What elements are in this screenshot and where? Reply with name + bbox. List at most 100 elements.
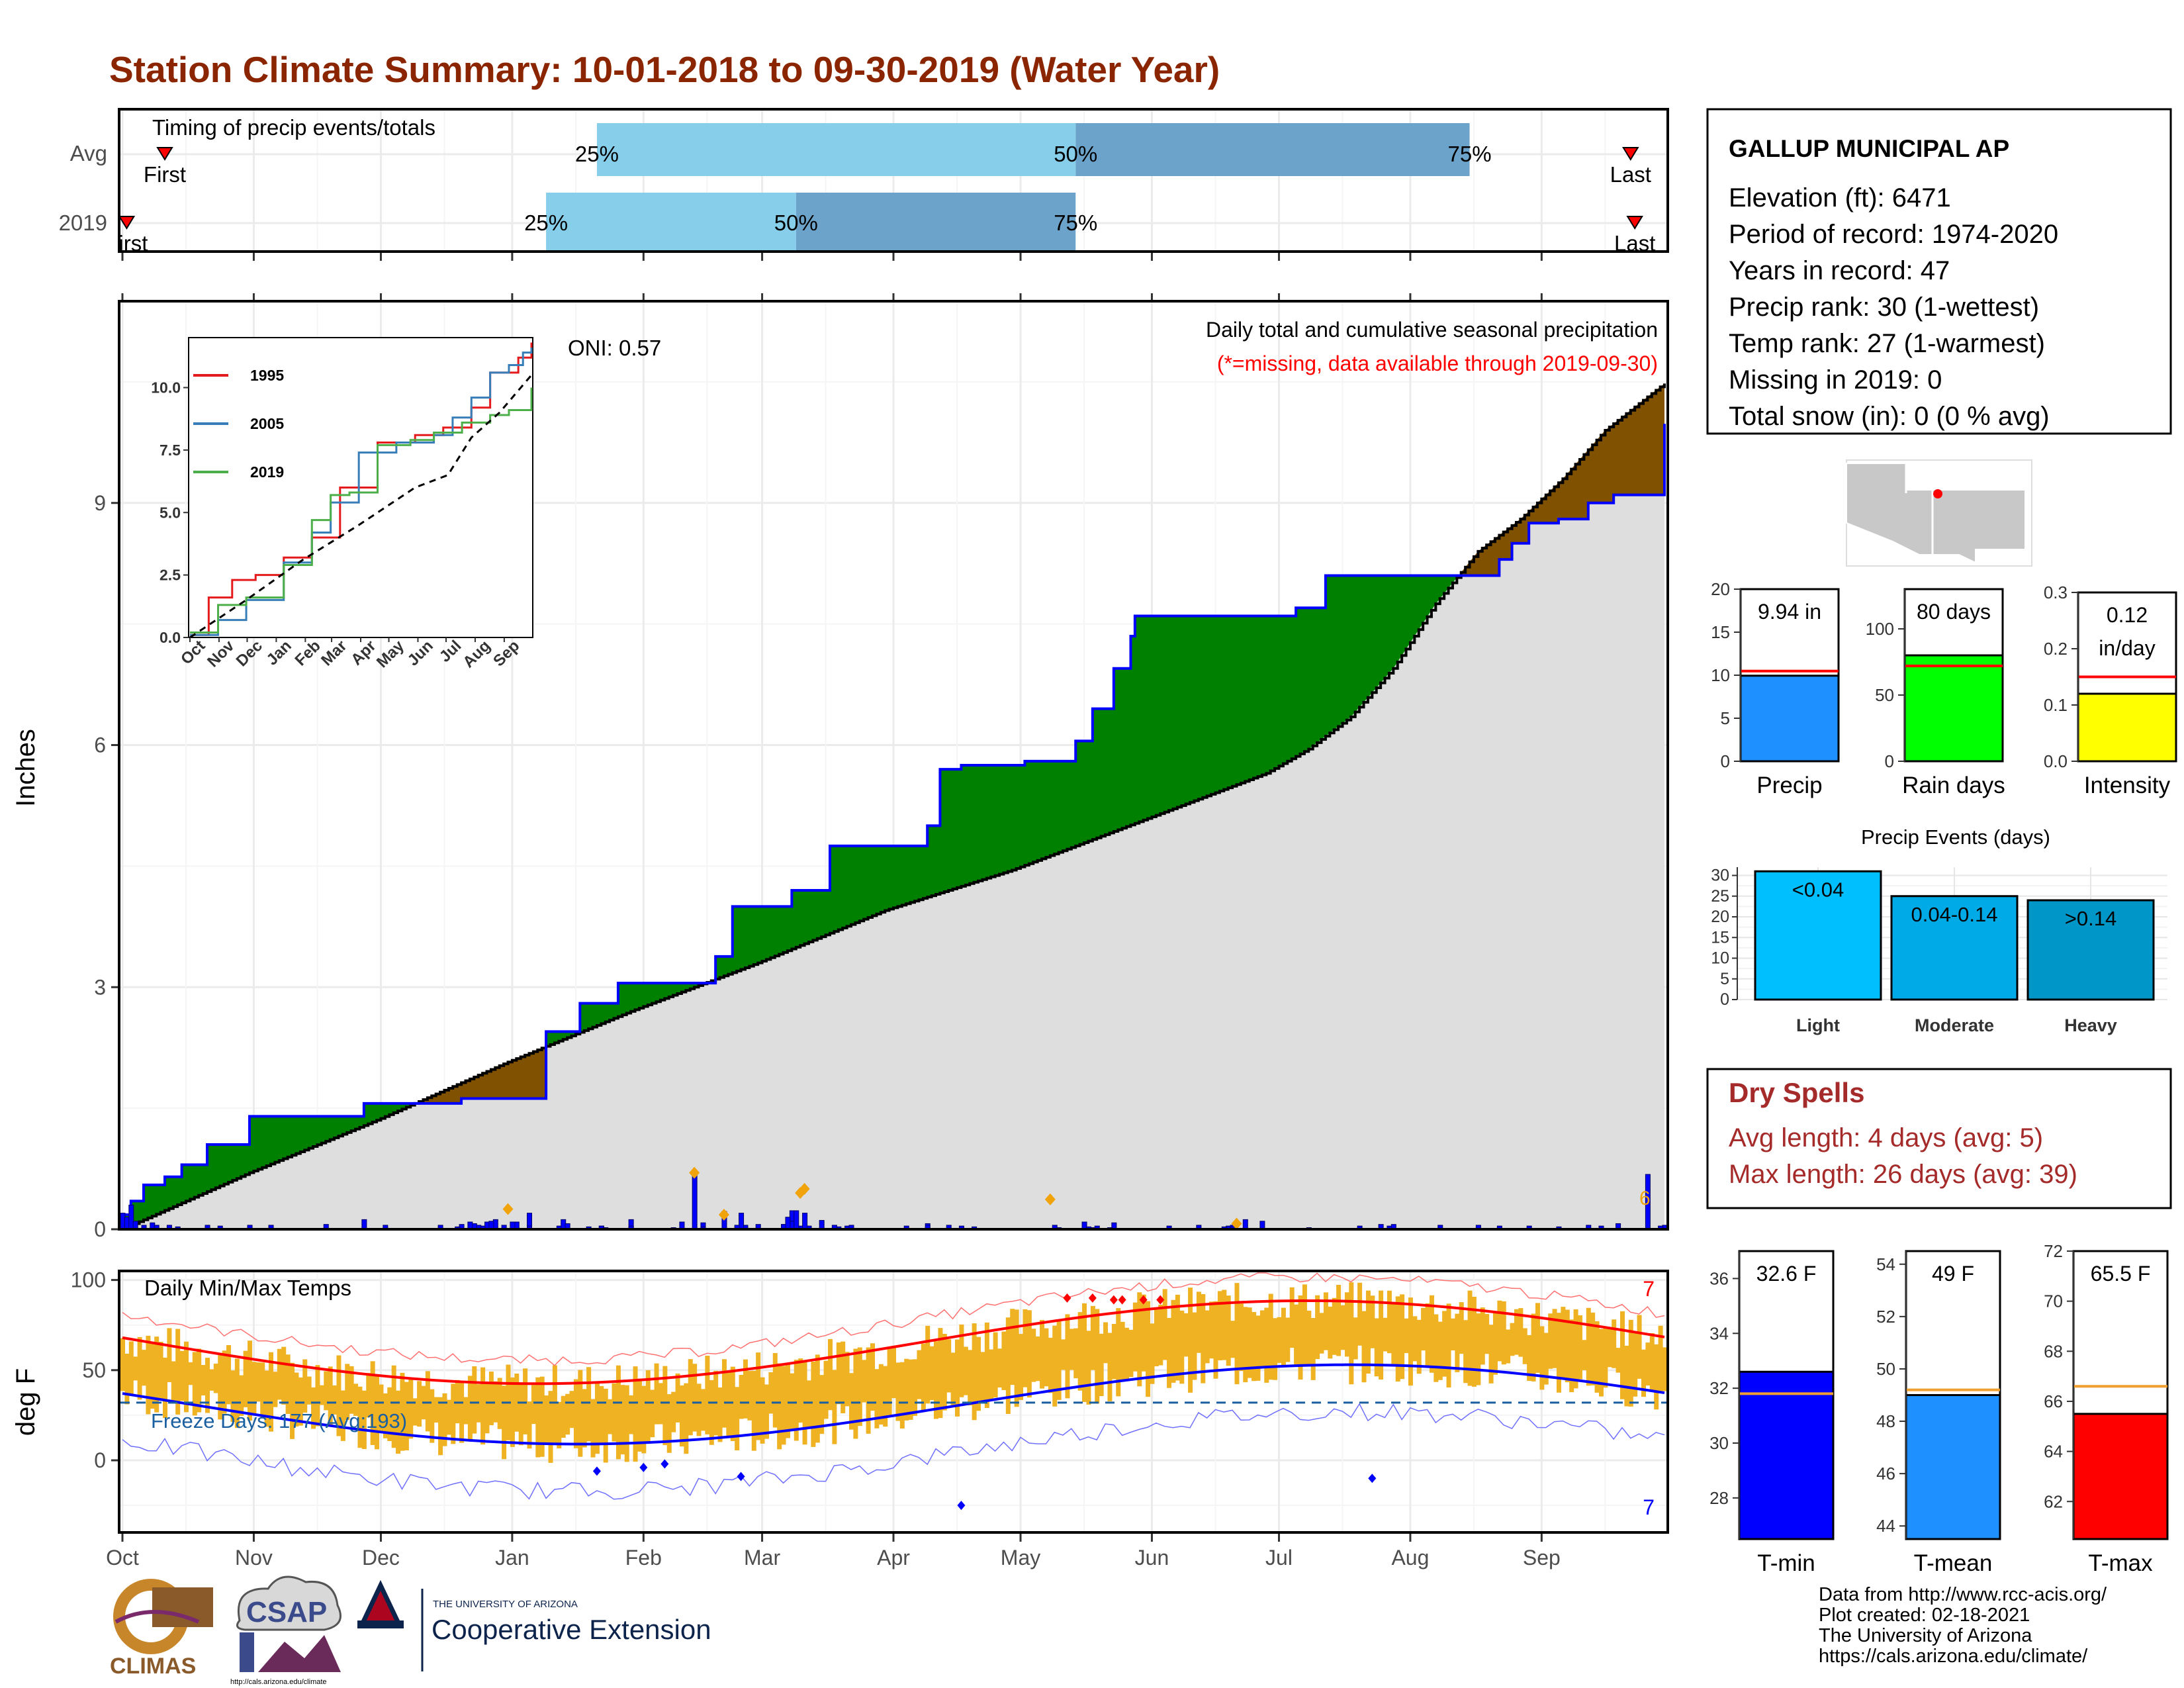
- inset-y-tick-label: 2.5: [159, 567, 181, 584]
- summary-value-label: in/day: [2099, 636, 2155, 660]
- footer-line-data: Data from http://www.rcc-acis.org/: [1819, 1584, 2107, 1605]
- summary-value-bar: [1738, 1370, 1835, 1540]
- summary-value-bar: [2072, 1413, 2169, 1540]
- summary-y-tick-label: 0.2: [2044, 639, 2068, 659]
- summary-y-tick-label: 100: [1866, 619, 1894, 639]
- month-label: Aug: [1391, 1546, 1429, 1570]
- csap-logo-text: CSAP: [246, 1596, 327, 1628]
- timing-frame: [118, 108, 1669, 253]
- station-line-missing: Missing in 2019: 0: [1729, 365, 1942, 395]
- footer-line-created: Plot created: 02-18-2021: [1819, 1605, 2030, 1626]
- record-marker: [592, 1466, 601, 1476]
- summary-chart-precip: 9.94 in 0 5 10 15 20 Precip: [1711, 579, 1840, 798]
- month-label: Sep: [1523, 1546, 1561, 1570]
- summary-y-tick-label: 50: [1875, 685, 1894, 705]
- summary-chart-t-max: 65.5 F 62 64 66 68 70 72 T-max: [2044, 1241, 2169, 1576]
- summary-y-tick-label: 70: [2044, 1291, 2063, 1311]
- timing-bar-q50-q75: [1075, 123, 1470, 176]
- timing-row-avg-axis-label: Avg: [70, 141, 107, 165]
- ua-big-text: Cooperative Extension: [432, 1614, 711, 1645]
- y-tick-label: 100: [71, 1268, 106, 1292]
- temp-summary-charts: 32.6 F 28 30 32 34 36 T-min 49 F 44 46 48 50 52 54 T-m…: [1709, 1241, 2169, 1576]
- summary-value-label: 80 days: [1917, 600, 1991, 624]
- station-name: GALLUP MUNICIPAL AP: [1729, 135, 2009, 162]
- event-bar-label: 0.04-0.14: [1911, 903, 1998, 926]
- summary-value-label: 9.94 in: [1758, 600, 1821, 624]
- daily-precip-bar: [692, 1174, 698, 1230]
- event-bar-heavy: [2026, 899, 2155, 1001]
- events-title: Precip Events (days): [1861, 825, 2050, 849]
- temp-title: Daily Min/Max Temps: [144, 1276, 351, 1300]
- summary-y-tick-label: 52: [1876, 1307, 1895, 1327]
- y-tick-label: 6: [94, 733, 106, 757]
- month-label: Jan: [495, 1546, 529, 1570]
- event-bar-moderate: [1890, 895, 2019, 1001]
- summary-y-tick-label: 46: [1876, 1464, 1895, 1483]
- summary-y-tick-label: 36: [1709, 1268, 1729, 1288]
- precip-frame: [118, 300, 1669, 1231]
- record-marker: [1139, 1295, 1148, 1305]
- month-label: Feb: [625, 1546, 662, 1570]
- y-tick-label: 0: [94, 1217, 106, 1241]
- record-marker: [1088, 1293, 1097, 1303]
- station-line-elevation: Elevation (ft): 6471: [1729, 183, 1951, 212]
- inset-legend-label: 1995: [250, 367, 284, 384]
- station-line-temp-rank: Temp rank: 27 (1-warmest): [1729, 329, 2045, 358]
- snow-marker: [1044, 1193, 1056, 1205]
- summary-y-tick-label: 0: [1721, 751, 1730, 771]
- timing-pct-label: 25%: [524, 211, 568, 235]
- timing-label: Timing of precip events/totals: [152, 115, 435, 140]
- record-marker: [737, 1472, 745, 1481]
- daily-precip-bar: [794, 1210, 799, 1230]
- daily-precip-bar: [802, 1213, 808, 1230]
- climas-logo: CLIMAS: [110, 1579, 213, 1679]
- summary-y-tick-label: 10: [1711, 665, 1730, 685]
- summary-chart-title: Rain days: [1902, 773, 2005, 798]
- summary-bar-charts: 9.94 in 0 5 10 15 20 Precip 80 days 0 50 100 Rain d…: [1711, 579, 2177, 798]
- snow-marker: [1231, 1217, 1242, 1230]
- inset-y-tick-label: 5.0: [159, 504, 181, 521]
- summary-y-tick-label: 5: [1721, 708, 1730, 728]
- station-line-period: Period of record: 1974-2020: [1729, 220, 2058, 249]
- last-event-label: Last: [1610, 162, 1651, 187]
- precip-layers: [120, 303, 1668, 1231]
- summary-value-label: 49 F: [1932, 1262, 1974, 1286]
- csap-logo: CSAP http://cals.arizona.edu/climate: [230, 1575, 341, 1686]
- month-label: Oct: [106, 1546, 139, 1570]
- daily-precip-bar: [819, 1220, 825, 1230]
- event-bar-label: >0.14: [2065, 907, 2116, 930]
- record-marker: [1368, 1474, 1377, 1483]
- average-min-line: [122, 1363, 1665, 1446]
- station-line-years: Years in record: 47: [1729, 256, 1950, 285]
- summary-value-label: 65.5 F: [2091, 1262, 2151, 1286]
- temp-corner-bottom: 7: [1643, 1495, 1655, 1519]
- average-max-line: [122, 1299, 1665, 1385]
- summary-y-tick-label: 72: [2044, 1241, 2063, 1261]
- inset-series-line-2005: [190, 348, 533, 636]
- timing-pct-label: 50%: [774, 211, 818, 235]
- timing-mask: [0, 113, 118, 252]
- summary-value-bar: [1905, 1394, 2001, 1540]
- record-marker: [639, 1462, 648, 1472]
- event-bar-label: <0.04: [1792, 878, 1844, 901]
- record-high-line: [122, 1272, 1665, 1366]
- summary-value-bar: [1739, 675, 1840, 763]
- month-label: May: [1001, 1546, 1040, 1570]
- page-title: Station Climate Summary: 10-01-2018 to 0…: [109, 49, 1220, 90]
- timing-pct-label: 75%: [1448, 142, 1492, 166]
- oni-label: ONI: 0.57: [568, 336, 661, 360]
- footer-line-university: The University of Arizona: [1819, 1625, 2032, 1646]
- record-marker: [1063, 1293, 1071, 1303]
- summary-y-tick-label: 15: [1711, 622, 1730, 642]
- freeze-days-label: Freeze Days: 177 (Avg:193): [151, 1409, 407, 1432]
- event-y-tick-label: 10: [1711, 949, 1729, 968]
- summary-chart-title: T-max: [2088, 1550, 2153, 1576]
- summary-y-tick-label: 62: [2044, 1491, 2063, 1511]
- footer-line-url: https://cals.arizona.edu/climate/: [1819, 1646, 2088, 1667]
- timing-pct-label: 75%: [1054, 211, 1097, 235]
- summary-y-tick-label: 28: [1709, 1488, 1729, 1508]
- summary-chart-title: T-mean: [1914, 1550, 1993, 1576]
- inset-average-line: [189, 374, 533, 639]
- summary-chart-intensity: 0.12 in/day 0.0 0.1 0.2 0.3 Intensity: [2044, 583, 2177, 798]
